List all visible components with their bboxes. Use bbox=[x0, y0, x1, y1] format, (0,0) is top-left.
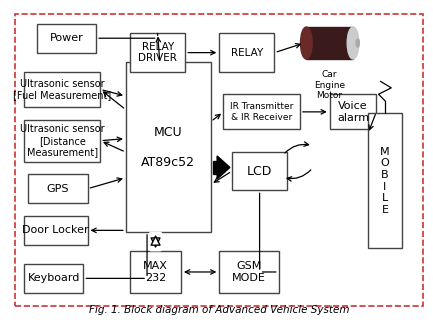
FancyBboxPatch shape bbox=[130, 33, 185, 72]
Text: Car
Engine
Motor: Car Engine Motor bbox=[314, 70, 345, 100]
Text: Power: Power bbox=[49, 33, 83, 43]
FancyBboxPatch shape bbox=[24, 264, 83, 293]
Text: MAX
232: MAX 232 bbox=[143, 261, 168, 283]
Ellipse shape bbox=[301, 27, 312, 59]
Ellipse shape bbox=[347, 27, 359, 59]
Text: LCD: LCD bbox=[247, 165, 272, 178]
Text: Fig. 1. Block diagram of Advanced Vehicle System: Fig. 1. Block diagram of Advanced Vehicl… bbox=[89, 305, 349, 315]
FancyBboxPatch shape bbox=[126, 62, 211, 232]
Text: Voice
alarm: Voice alarm bbox=[337, 101, 369, 123]
FancyBboxPatch shape bbox=[24, 72, 100, 107]
FancyBboxPatch shape bbox=[24, 216, 87, 245]
FancyBboxPatch shape bbox=[368, 113, 402, 248]
Polygon shape bbox=[217, 156, 230, 179]
Text: Ultrasonic sensor
[Distance
Measurement]: Ultrasonic sensor [Distance Measurement] bbox=[20, 124, 104, 157]
FancyBboxPatch shape bbox=[37, 24, 96, 53]
Text: Ultrasonic sensor
[Fuel Measurement]: Ultrasonic sensor [Fuel Measurement] bbox=[13, 78, 111, 100]
Text: RELAY
DRIVER: RELAY DRIVER bbox=[138, 42, 177, 63]
Text: MCU

AT89c52: MCU AT89c52 bbox=[141, 126, 195, 169]
Text: M
O
B
I
L
E: M O B I L E bbox=[380, 147, 390, 215]
Text: IR Transmitter
& IR Receiver: IR Transmitter & IR Receiver bbox=[230, 102, 294, 121]
Text: GSM
MODE: GSM MODE bbox=[232, 261, 266, 283]
FancyBboxPatch shape bbox=[219, 33, 275, 72]
Ellipse shape bbox=[356, 39, 359, 47]
Text: GPS: GPS bbox=[47, 184, 69, 194]
Bar bbox=[306, 27, 353, 59]
FancyBboxPatch shape bbox=[130, 251, 181, 293]
Bar bbox=[213, 162, 217, 173]
FancyBboxPatch shape bbox=[223, 94, 300, 130]
Text: RELAY: RELAY bbox=[231, 47, 263, 57]
Text: Keyboard: Keyboard bbox=[27, 273, 80, 283]
FancyBboxPatch shape bbox=[232, 152, 287, 190]
FancyBboxPatch shape bbox=[330, 94, 376, 130]
FancyBboxPatch shape bbox=[24, 120, 100, 162]
FancyBboxPatch shape bbox=[219, 251, 279, 293]
FancyBboxPatch shape bbox=[28, 174, 87, 203]
Text: Door Locker: Door Locker bbox=[23, 225, 89, 235]
